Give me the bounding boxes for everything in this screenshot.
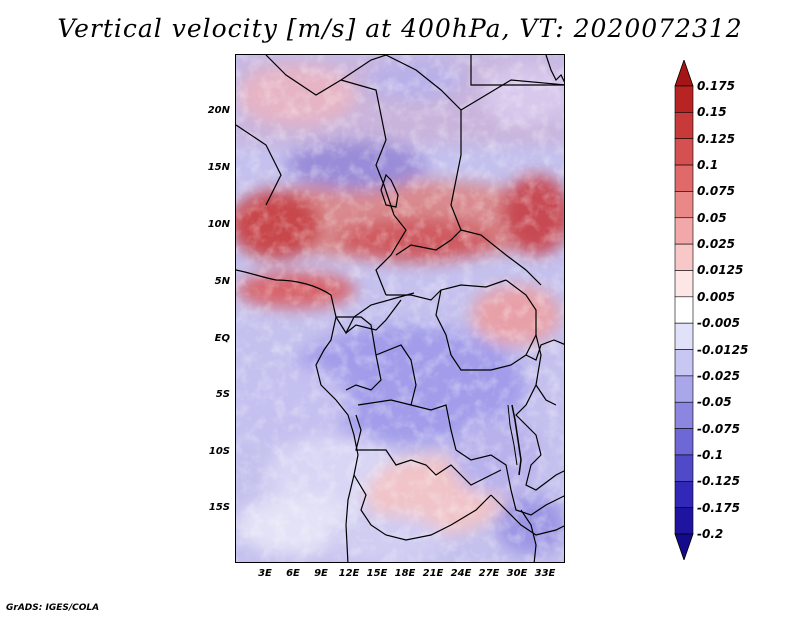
colorbar-label: -0.125 <box>697 474 740 489</box>
lat-label-5s: 5S <box>215 389 230 400</box>
colorbar-cell <box>674 428 694 456</box>
colorbar-label: 0.025 <box>697 237 735 252</box>
colorbar-label: 0.05 <box>697 210 727 225</box>
lon-label-15e: 15E <box>366 568 388 579</box>
colorbar-label: 0.15 <box>697 105 727 120</box>
colorbar <box>674 60 694 560</box>
lon-label-30e: 30E <box>506 568 528 579</box>
colorbar-bottom-arrow <box>674 533 694 560</box>
lat-label-20n: 20N <box>207 105 230 116</box>
lon-label-24e: 24E <box>450 568 472 579</box>
velocity-field-map <box>236 55 564 562</box>
colorbar-cell <box>674 349 694 377</box>
lon-label-21e: 21E <box>422 568 444 579</box>
colorbar-label: 0.075 <box>697 184 735 199</box>
colorbar-label: -0.075 <box>697 421 740 436</box>
colorbar-label: 0.175 <box>697 79 735 93</box>
chart-title: Vertical velocity [m/s] at 400hPa, VT: 2… <box>57 14 743 43</box>
country-borders <box>236 55 564 562</box>
lat-label-10s: 10S <box>208 446 230 457</box>
colorbar-cell <box>674 375 694 403</box>
colorbar-cell <box>674 454 694 482</box>
colorbar-top-arrow <box>674 60 694 87</box>
colorbar-cell <box>674 322 694 350</box>
colorbar-cell <box>674 164 694 192</box>
colorbar-cell <box>674 480 694 508</box>
colorbar-label: -0.005 <box>697 316 740 331</box>
colorbar-label: -0.0125 <box>697 342 749 357</box>
colorbar-cell <box>674 243 694 271</box>
colorbar-label: 0.125 <box>697 131 735 146</box>
colorbar-cell <box>674 85 694 113</box>
lat-label-5n: 5N <box>214 276 230 287</box>
colorbar-cell <box>674 138 694 166</box>
colorbar-label: -0.2 <box>697 527 724 541</box>
lat-label-10n: 10N <box>207 219 230 230</box>
lon-label-9e: 9E <box>314 568 328 579</box>
colorbar-cell <box>674 401 694 429</box>
lon-label-3e: 3E <box>258 568 272 579</box>
lon-label-27e: 27E <box>478 568 500 579</box>
lat-label-15s: 15S <box>208 502 230 513</box>
map-plot-area <box>235 54 565 563</box>
colorbar-cell <box>674 112 694 140</box>
colorbar-cell <box>674 270 694 298</box>
colorbar-label: 0.0125 <box>697 263 744 278</box>
colorbar-label: -0.025 <box>697 368 740 383</box>
lat-label-15n: 15N <box>207 162 230 173</box>
colorbar-cell <box>674 217 694 245</box>
lat-label-eq: EQ <box>214 333 230 344</box>
lon-label-12e: 12E <box>338 568 360 579</box>
lon-label-18e: 18E <box>394 568 416 579</box>
colorbar-label: 0.005 <box>697 289 735 304</box>
colorbar-label: -0.175 <box>697 500 740 515</box>
colorbar-cell <box>674 507 694 535</box>
noise-texture <box>236 55 564 562</box>
colorbar-label: -0.05 <box>697 395 732 410</box>
colorbar-cell <box>674 191 694 219</box>
colorbar-cell <box>674 296 694 324</box>
colorbar-label: 0.1 <box>697 158 719 173</box>
footer-credit: GrADS: IGES/COLA <box>6 603 100 613</box>
colorbar-label: -0.1 <box>697 447 724 462</box>
lon-label-33e: 33E <box>534 568 556 579</box>
lon-label-6e: 6E <box>286 568 300 579</box>
